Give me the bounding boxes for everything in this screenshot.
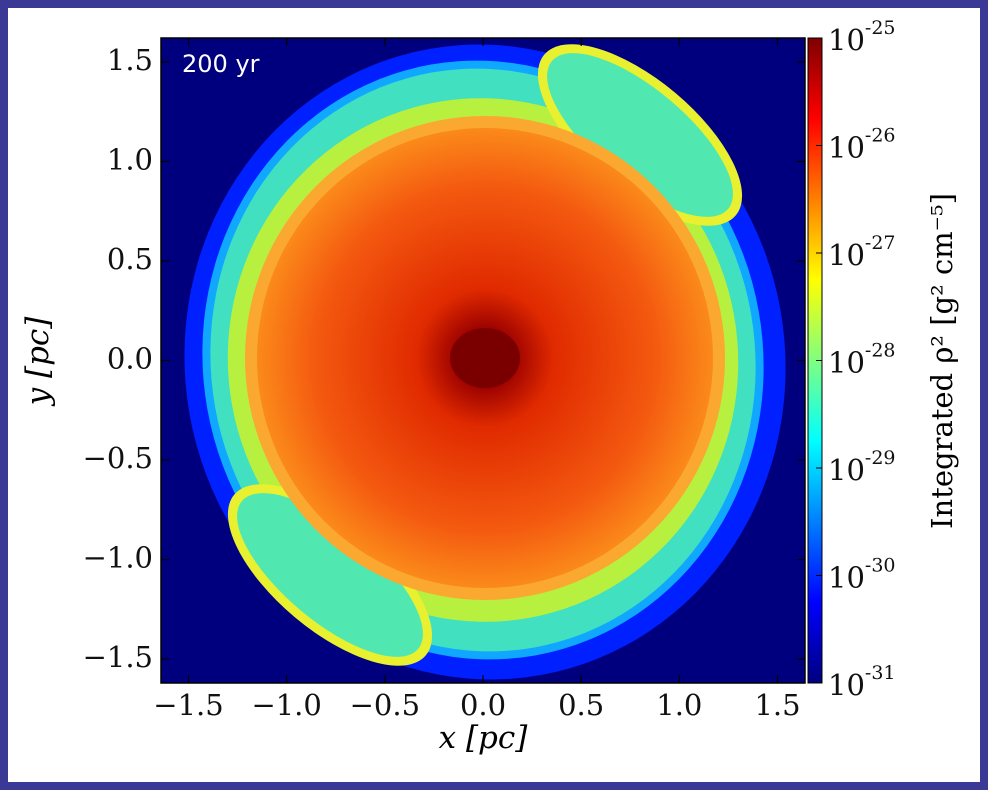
colorbar-tick-label: 10-29 [828, 447, 896, 487]
colorbar-tick-base: 10 [828, 453, 865, 487]
colorbar-tick-base: 10 [828, 561, 865, 595]
x-tick-label: 1.0 [656, 688, 702, 722]
y-tick-label: −1.5 [83, 640, 153, 674]
colorbar-tick-exponent: -25 [865, 17, 896, 39]
colorbar-tick-label: 10-31 [828, 662, 896, 702]
colorbar-tick-label: 10-27 [828, 232, 896, 272]
y-tick-label: 0.5 [107, 242, 153, 276]
y-tick-label: −0.5 [83, 441, 153, 475]
colorbar-tick-label: 10-26 [828, 125, 896, 165]
colorbar-tick-exponent: -26 [865, 125, 896, 147]
colorbar-tick-label: 10-25 [828, 17, 896, 57]
density-image [161, 38, 805, 683]
colorbar-tick-exponent: -31 [865, 662, 896, 684]
y-tick-label: 0.0 [107, 342, 153, 376]
colorbar-tick-exponent: -28 [865, 340, 896, 362]
colorbar-tick-exponent: -27 [865, 232, 896, 254]
x-tick-label: 0.0 [460, 688, 506, 722]
colorbar-tick-base: 10 [828, 131, 865, 165]
y-tick-label: 1.0 [107, 142, 153, 176]
x-tick-label: −0.5 [350, 688, 420, 722]
x-tick-label: 0.5 [558, 688, 604, 722]
y-tick-label: 1.5 [107, 43, 153, 77]
colorbar-tick-exponent: -30 [865, 555, 896, 577]
x-tick-label: −1.5 [153, 688, 223, 722]
colorbar-tick-label: 10-30 [828, 555, 896, 595]
colorbar-tick-exponent: -29 [865, 447, 896, 469]
colorbar-tick-label: 10-28 [828, 340, 896, 380]
colorbar-tick-base: 10 [828, 23, 865, 57]
colorbar-label: Integrated ρ² [g² cm⁻⁵] [925, 193, 959, 529]
annotation: 200 yr [182, 50, 260, 78]
colorbar-tick-base: 10 [828, 346, 865, 380]
colorbar-tick-base: 10 [828, 238, 865, 272]
colorbar-tick-base: 10 [828, 668, 865, 702]
x-axis-label: x [pc] [439, 720, 529, 756]
x-tick-label: −1.0 [251, 688, 321, 722]
y-axis-label: y [pc] [20, 316, 56, 408]
x-tick-label: 1.5 [754, 688, 800, 722]
y-tick-label: −1.0 [83, 541, 153, 575]
